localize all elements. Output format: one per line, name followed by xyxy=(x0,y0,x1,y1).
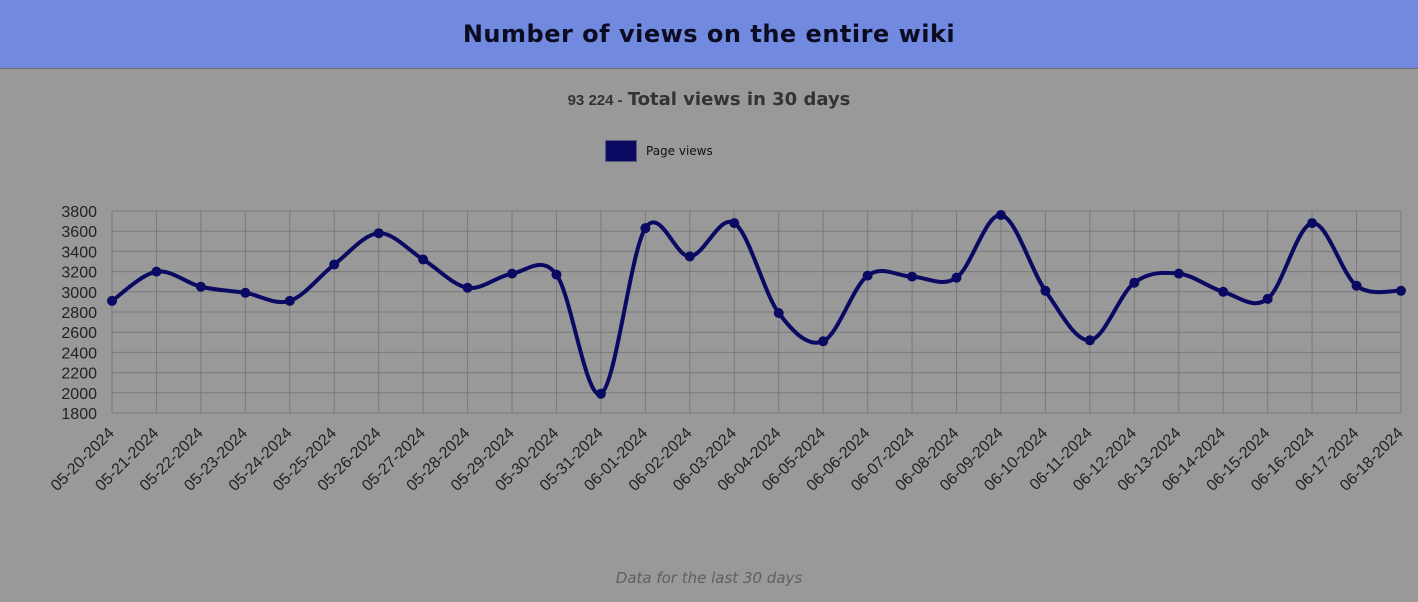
data-point[interactable] xyxy=(1084,335,1095,346)
data-point[interactable] xyxy=(595,388,606,399)
data-point[interactable] xyxy=(195,281,206,292)
page-title: Number of views on the entire wiki xyxy=(462,20,956,48)
total-views-count: 93 224 - xyxy=(567,92,623,109)
footer-note: Data for the last 30 days xyxy=(615,569,803,587)
y-tick-label: 3200 xyxy=(61,265,97,282)
chart-legend[interactable]: Page views xyxy=(605,140,713,162)
data-point[interactable] xyxy=(995,210,1006,221)
y-tick-label: 3000 xyxy=(61,285,97,302)
data-point[interactable] xyxy=(1040,285,1051,296)
x-axis: 05-20-202405-21-202405-22-202405-23-2024… xyxy=(48,425,1407,495)
chart-subtitle: 93 224 - Total views in 30 days xyxy=(0,89,1418,110)
data-point[interactable] xyxy=(373,228,384,239)
y-tick-label: 2800 xyxy=(61,305,97,322)
y-axis: 1800 2000 2200 2400 2600 2800 3000 3200 3400 3600… xyxy=(61,204,97,423)
y-tick-label: 2600 xyxy=(61,325,97,342)
data-point[interactable] xyxy=(773,308,784,319)
data-point[interactable] xyxy=(240,287,251,298)
y-tick-label: 3600 xyxy=(61,224,97,241)
y-tick-label: 2400 xyxy=(61,345,97,362)
data-point[interactable] xyxy=(1307,218,1318,229)
data-point[interactable] xyxy=(951,272,962,283)
y-tick-label: 2000 xyxy=(61,386,97,403)
data-point[interactable] xyxy=(329,259,340,270)
data-point[interactable] xyxy=(1262,293,1273,304)
data-point[interactable] xyxy=(284,295,295,306)
data-point[interactable] xyxy=(684,251,695,262)
series-line-page-views xyxy=(110,213,1403,396)
data-point[interactable] xyxy=(1218,286,1229,297)
data-point[interactable] xyxy=(862,270,873,281)
header-bar: Number of views on the entire wiki xyxy=(0,0,1418,69)
data-point[interactable] xyxy=(907,271,918,282)
data-point[interactable] xyxy=(462,282,473,293)
total-views-label: Total views in 30 days xyxy=(627,89,851,110)
legend-label-page-views: Page views xyxy=(646,144,713,158)
data-point[interactable] xyxy=(551,269,562,280)
data-point[interactable] xyxy=(729,218,740,229)
data-point[interactable] xyxy=(1129,277,1140,288)
chart-grid xyxy=(111,210,1402,414)
data-point[interactable] xyxy=(818,336,829,347)
y-tick-label: 3400 xyxy=(61,244,97,261)
data-point[interactable] xyxy=(640,223,651,234)
y-tick-label: 1800 xyxy=(61,406,97,423)
legend-swatch-page-views xyxy=(605,140,637,162)
data-point[interactable] xyxy=(1173,268,1184,279)
series-page-views xyxy=(107,210,1406,399)
y-tick-label: 2200 xyxy=(61,366,97,383)
y-tick-label: 3800 xyxy=(61,204,97,221)
data-point[interactable] xyxy=(418,254,429,265)
data-point[interactable] xyxy=(151,266,162,277)
data-point[interactable] xyxy=(1396,285,1406,296)
data-point[interactable] xyxy=(507,268,518,279)
data-point[interactable] xyxy=(107,295,117,306)
data-point[interactable] xyxy=(1351,280,1362,291)
